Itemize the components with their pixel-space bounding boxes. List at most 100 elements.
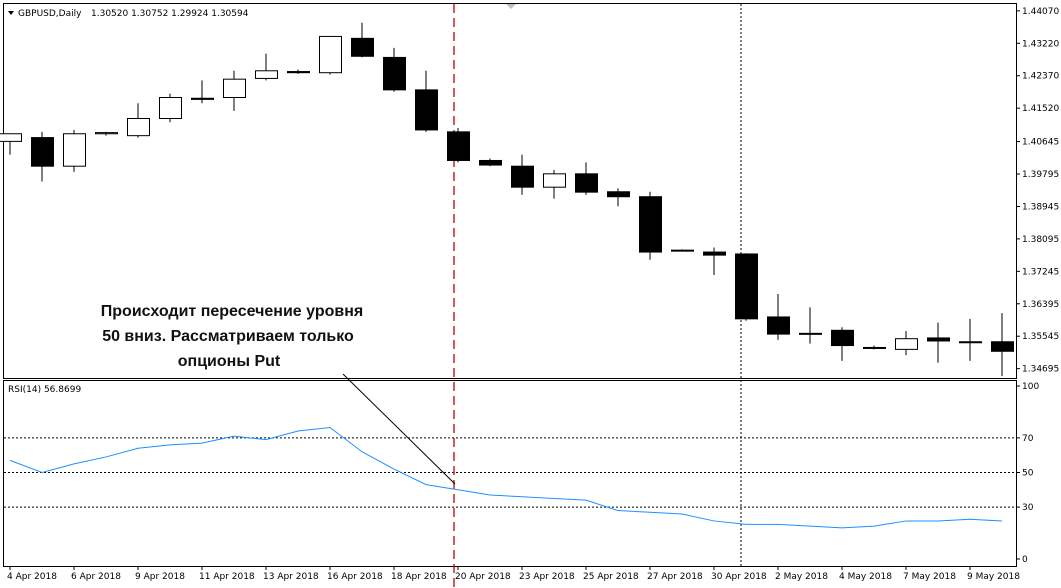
date-tick-label: 11 Apr 2018 [199,572,255,582]
price-tick-label: 1.44070 [1022,7,1059,17]
date-tick-label: 18 Apr 2018 [391,572,447,582]
ohlc-label: 1.30520 1.30752 1.29924 1.30594 [91,9,249,19]
candle-body [543,173,566,188]
annotation-line-3: опционы Put [178,353,281,370]
date-tick-label: 9 May 2018 [967,572,1020,582]
candle-body [127,117,150,137]
annotation-pointer-line [342,373,456,485]
candle-body [895,338,918,350]
bull-candle [255,53,278,81]
annotation-line-2: 50 вниз. Рассматриваем только [102,328,354,345]
bear-candle [607,188,630,207]
bear-candle [735,253,758,321]
candle-body [831,329,854,347]
bull-candle [959,318,982,361]
price-axis: 1.44070 1.43220 1.42370 1.41520 1.40645 1.397… [1016,7,1059,375]
date-tick-label: 23 Apr 2018 [519,572,575,582]
candle-body [255,70,278,79]
bull-candle [159,93,182,123]
candle-body [991,341,1014,352]
price-tick-label: 1.38095 [1022,235,1059,245]
bull-candle [223,70,246,111]
bull-candle [799,307,822,344]
candle-body [927,337,950,342]
price-tick-label: 1.40645 [1022,138,1059,148]
price-tick-label: 1.39795 [1022,170,1059,180]
bull-candle [95,131,118,136]
candle-body [191,97,214,100]
candle-body [0,133,22,142]
rsi-series-line [9,427,1003,529]
bear-candle [639,191,662,260]
price-tick-label: 1.35545 [1022,332,1059,342]
candle-body [351,37,374,57]
date-tick-label: 27 Apr 2018 [647,572,703,582]
price-tick-label: 1.34695 [1022,365,1059,375]
bear-candle [927,322,950,363]
candle-body [287,71,310,74]
date-tick-label: 4 May 2018 [839,572,892,582]
date-tick-label: 30 Apr 2018 [711,572,767,582]
candle-body [703,251,726,256]
date-tick-label: 4 Apr 2018 [7,572,57,582]
rsi-level-lines [4,437,1016,508]
bear-candle [351,22,374,58]
bear-candle [575,162,598,195]
candle-body [639,196,662,253]
bear-candle [831,327,854,361]
bull-candle [895,331,918,356]
rsi-header-label: RSI(14) 56.8699 [8,385,81,395]
bear-candle [415,70,438,132]
candles [0,22,1014,377]
bear-candle [287,69,310,74]
bear-candle [479,158,502,167]
bull-candle [0,133,22,155]
price-tick-label: 1.38945 [1022,202,1059,212]
collapse-triangle-icon[interactable] [8,11,14,15]
price-panel[interactable] [3,3,1017,379]
date-tick-label: 16 Apr 2018 [327,572,383,582]
annotation-line-1: Происходит пересечение уровня [101,303,363,320]
bear-candle [511,154,534,195]
candle-body [383,56,406,91]
bull-candle [543,170,566,199]
candle-body [319,35,342,74]
shift-marker-icon[interactable] [506,4,516,9]
price-tick-label: 1.43220 [1022,39,1059,49]
rsi-panel[interactable] [3,380,1017,567]
candle-body [607,191,630,198]
candle-body [159,97,182,119]
candle-body [735,253,758,320]
candle-body [447,131,470,161]
candle-body [31,137,54,167]
bear-candle [31,131,54,182]
bear-candle [991,313,1014,377]
price-tick-label: 1.36395 [1022,300,1059,310]
date-tick-label: 20 Apr 2018 [455,572,511,582]
symbol-label: GBPUSD,Daily [18,9,82,19]
rsi-tick-label: 30 [1022,503,1034,513]
date-tick-label: 25 Apr 2018 [583,572,639,582]
candle-body [223,78,246,98]
bear-candle [767,294,790,340]
date-tick-label: 2 May 2018 [775,572,828,582]
date-axis: 4 Apr 2018 6 Apr 2018 9 Apr 2018 11 Apr 201… [7,566,1020,582]
candle-body [863,346,886,349]
rsi-tick-label: 0 [1022,555,1028,565]
price-tick-label: 1.37245 [1022,267,1059,277]
candle-body [415,89,438,131]
candle-body [767,316,790,335]
date-tick-label: 9 Apr 2018 [135,572,185,582]
bull-candle [319,35,342,75]
price-tick-label: 1.42370 [1022,72,1059,82]
bull-candle [127,103,150,138]
rsi-axis: 100 70 50 30 0 [1016,382,1039,565]
bear-candle [191,80,214,104]
candle-body [575,173,598,193]
candle-body [63,133,86,167]
rsi-tick-label: 70 [1022,434,1034,444]
bull-candle [63,129,86,172]
candle-body [671,249,694,252]
date-tick-label: 6 Apr 2018 [71,572,121,582]
